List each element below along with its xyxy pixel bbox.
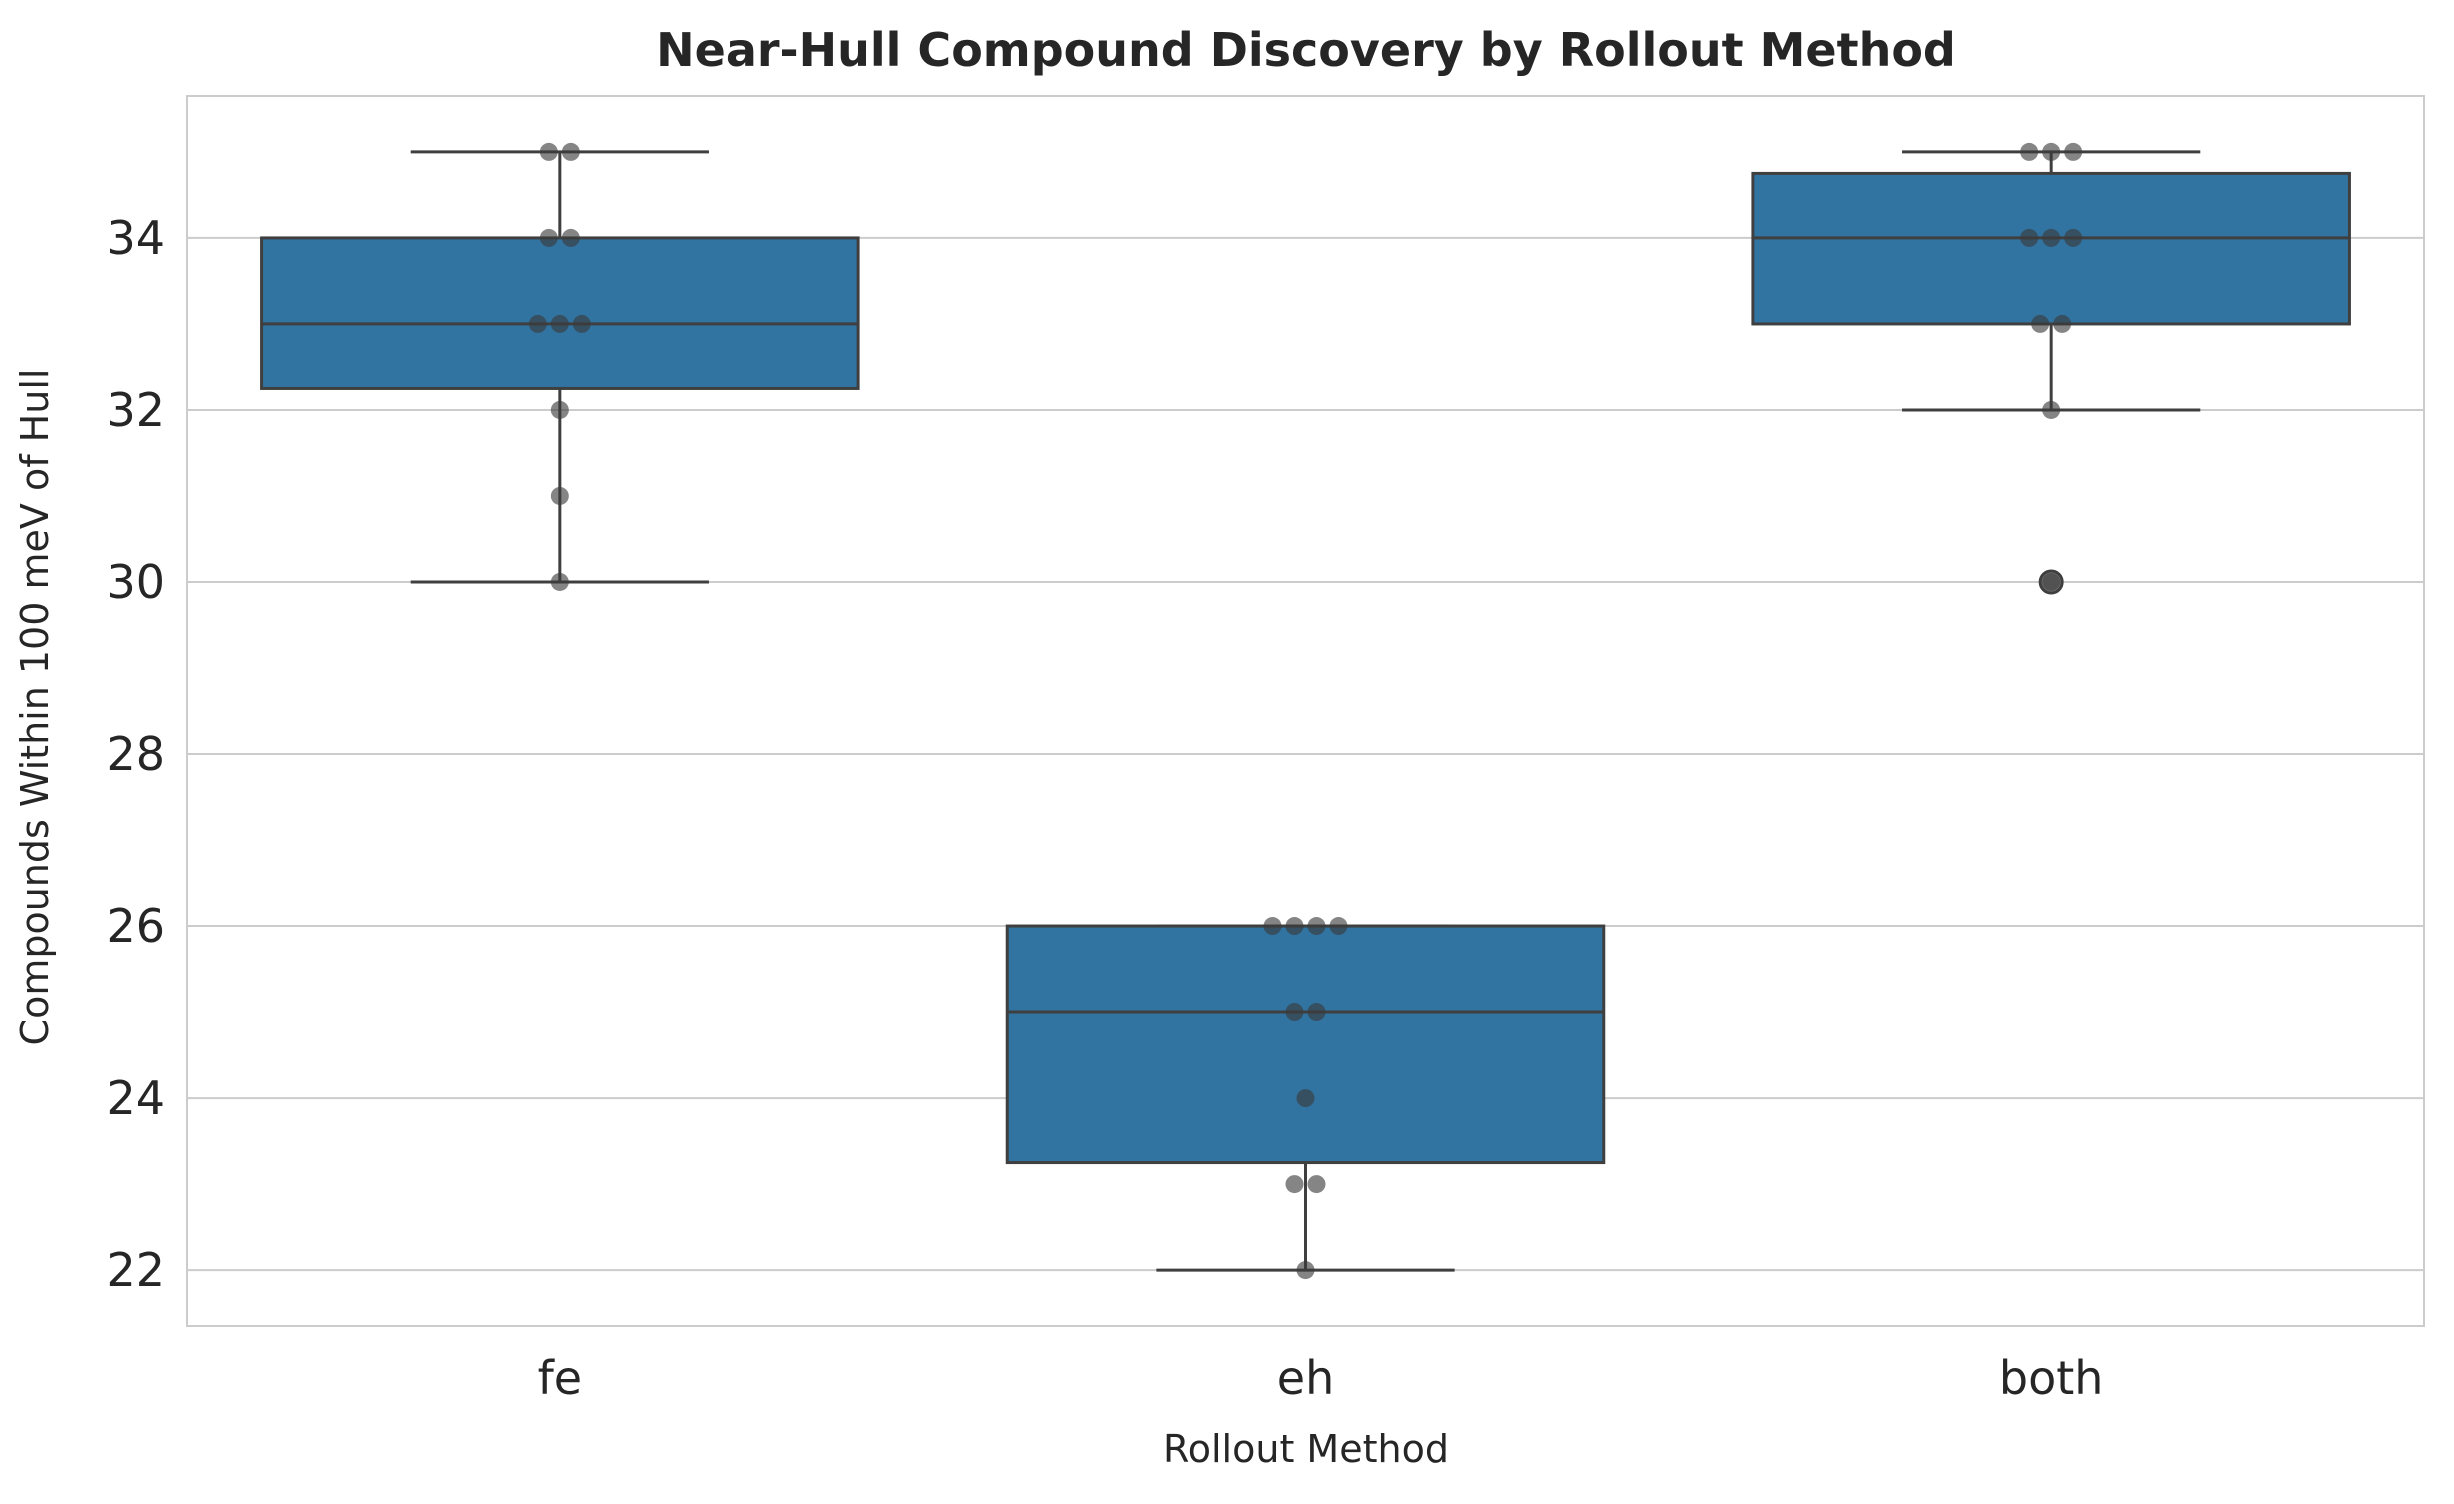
data-point (1307, 1175, 1326, 1194)
x-tick-label: both (1999, 1351, 2104, 1405)
data-point (2042, 228, 2061, 247)
box-eh (1005, 924, 1606, 1272)
data-point (550, 572, 569, 591)
data-point (1263, 917, 1282, 936)
x-tick-label: eh (1277, 1351, 1334, 1405)
data-point (1296, 1089, 1315, 1108)
x-tick-label: fe (538, 1351, 583, 1405)
data-point (1285, 1175, 1304, 1194)
data-point (1285, 917, 1304, 936)
y-tick-label: 32 (106, 383, 165, 437)
data-point (539, 142, 558, 161)
data-point (528, 314, 547, 333)
data-point (1296, 1261, 1315, 1280)
y-tick-label: 22 (106, 1243, 165, 1297)
data-point (2053, 314, 2072, 333)
data-point (550, 486, 569, 505)
y-tick-label: 28 (106, 727, 165, 781)
swarm-points (528, 142, 2083, 1280)
data-point (561, 142, 580, 161)
data-point (550, 314, 569, 333)
data-point (1285, 1003, 1304, 1022)
box-iqr (260, 236, 860, 390)
data-point (2064, 228, 2083, 247)
box-fe (260, 150, 860, 584)
x-axis-ticks: fe eh both (538, 1351, 2104, 1405)
data-point (539, 228, 558, 247)
data-point (561, 228, 580, 247)
x-axis-label: Rollout Method (1163, 1427, 1449, 1471)
data-point (572, 314, 591, 333)
y-axis-ticks: 22 24 26 28 30 32 34 (106, 211, 165, 1297)
y-axis-label: Compounds Within 100 meV of Hull (13, 369, 57, 1046)
box-iqr (1751, 171, 2351, 326)
data-point (2064, 142, 2083, 161)
y-tick-label: 24 (106, 1071, 165, 1125)
data-point (2020, 228, 2039, 247)
box-iqr (1005, 924, 1606, 1165)
plot-area (186, 95, 2425, 1327)
data-point (2042, 142, 2061, 161)
y-tick-label: 30 (106, 555, 165, 609)
data-point (1307, 917, 1326, 936)
data-point (2042, 572, 2061, 591)
data-point (2020, 142, 2039, 161)
boxes (260, 150, 2351, 1272)
data-point (550, 400, 569, 419)
data-point (1307, 1003, 1326, 1022)
data-point (2042, 400, 2061, 419)
data-point (1329, 917, 1348, 936)
y-tick-label: 34 (106, 211, 165, 265)
chart-title: Near-Hull Compound Discovery by Rollout … (656, 23, 1956, 77)
data-point (2031, 314, 2050, 333)
y-tick-label: 26 (106, 899, 165, 953)
